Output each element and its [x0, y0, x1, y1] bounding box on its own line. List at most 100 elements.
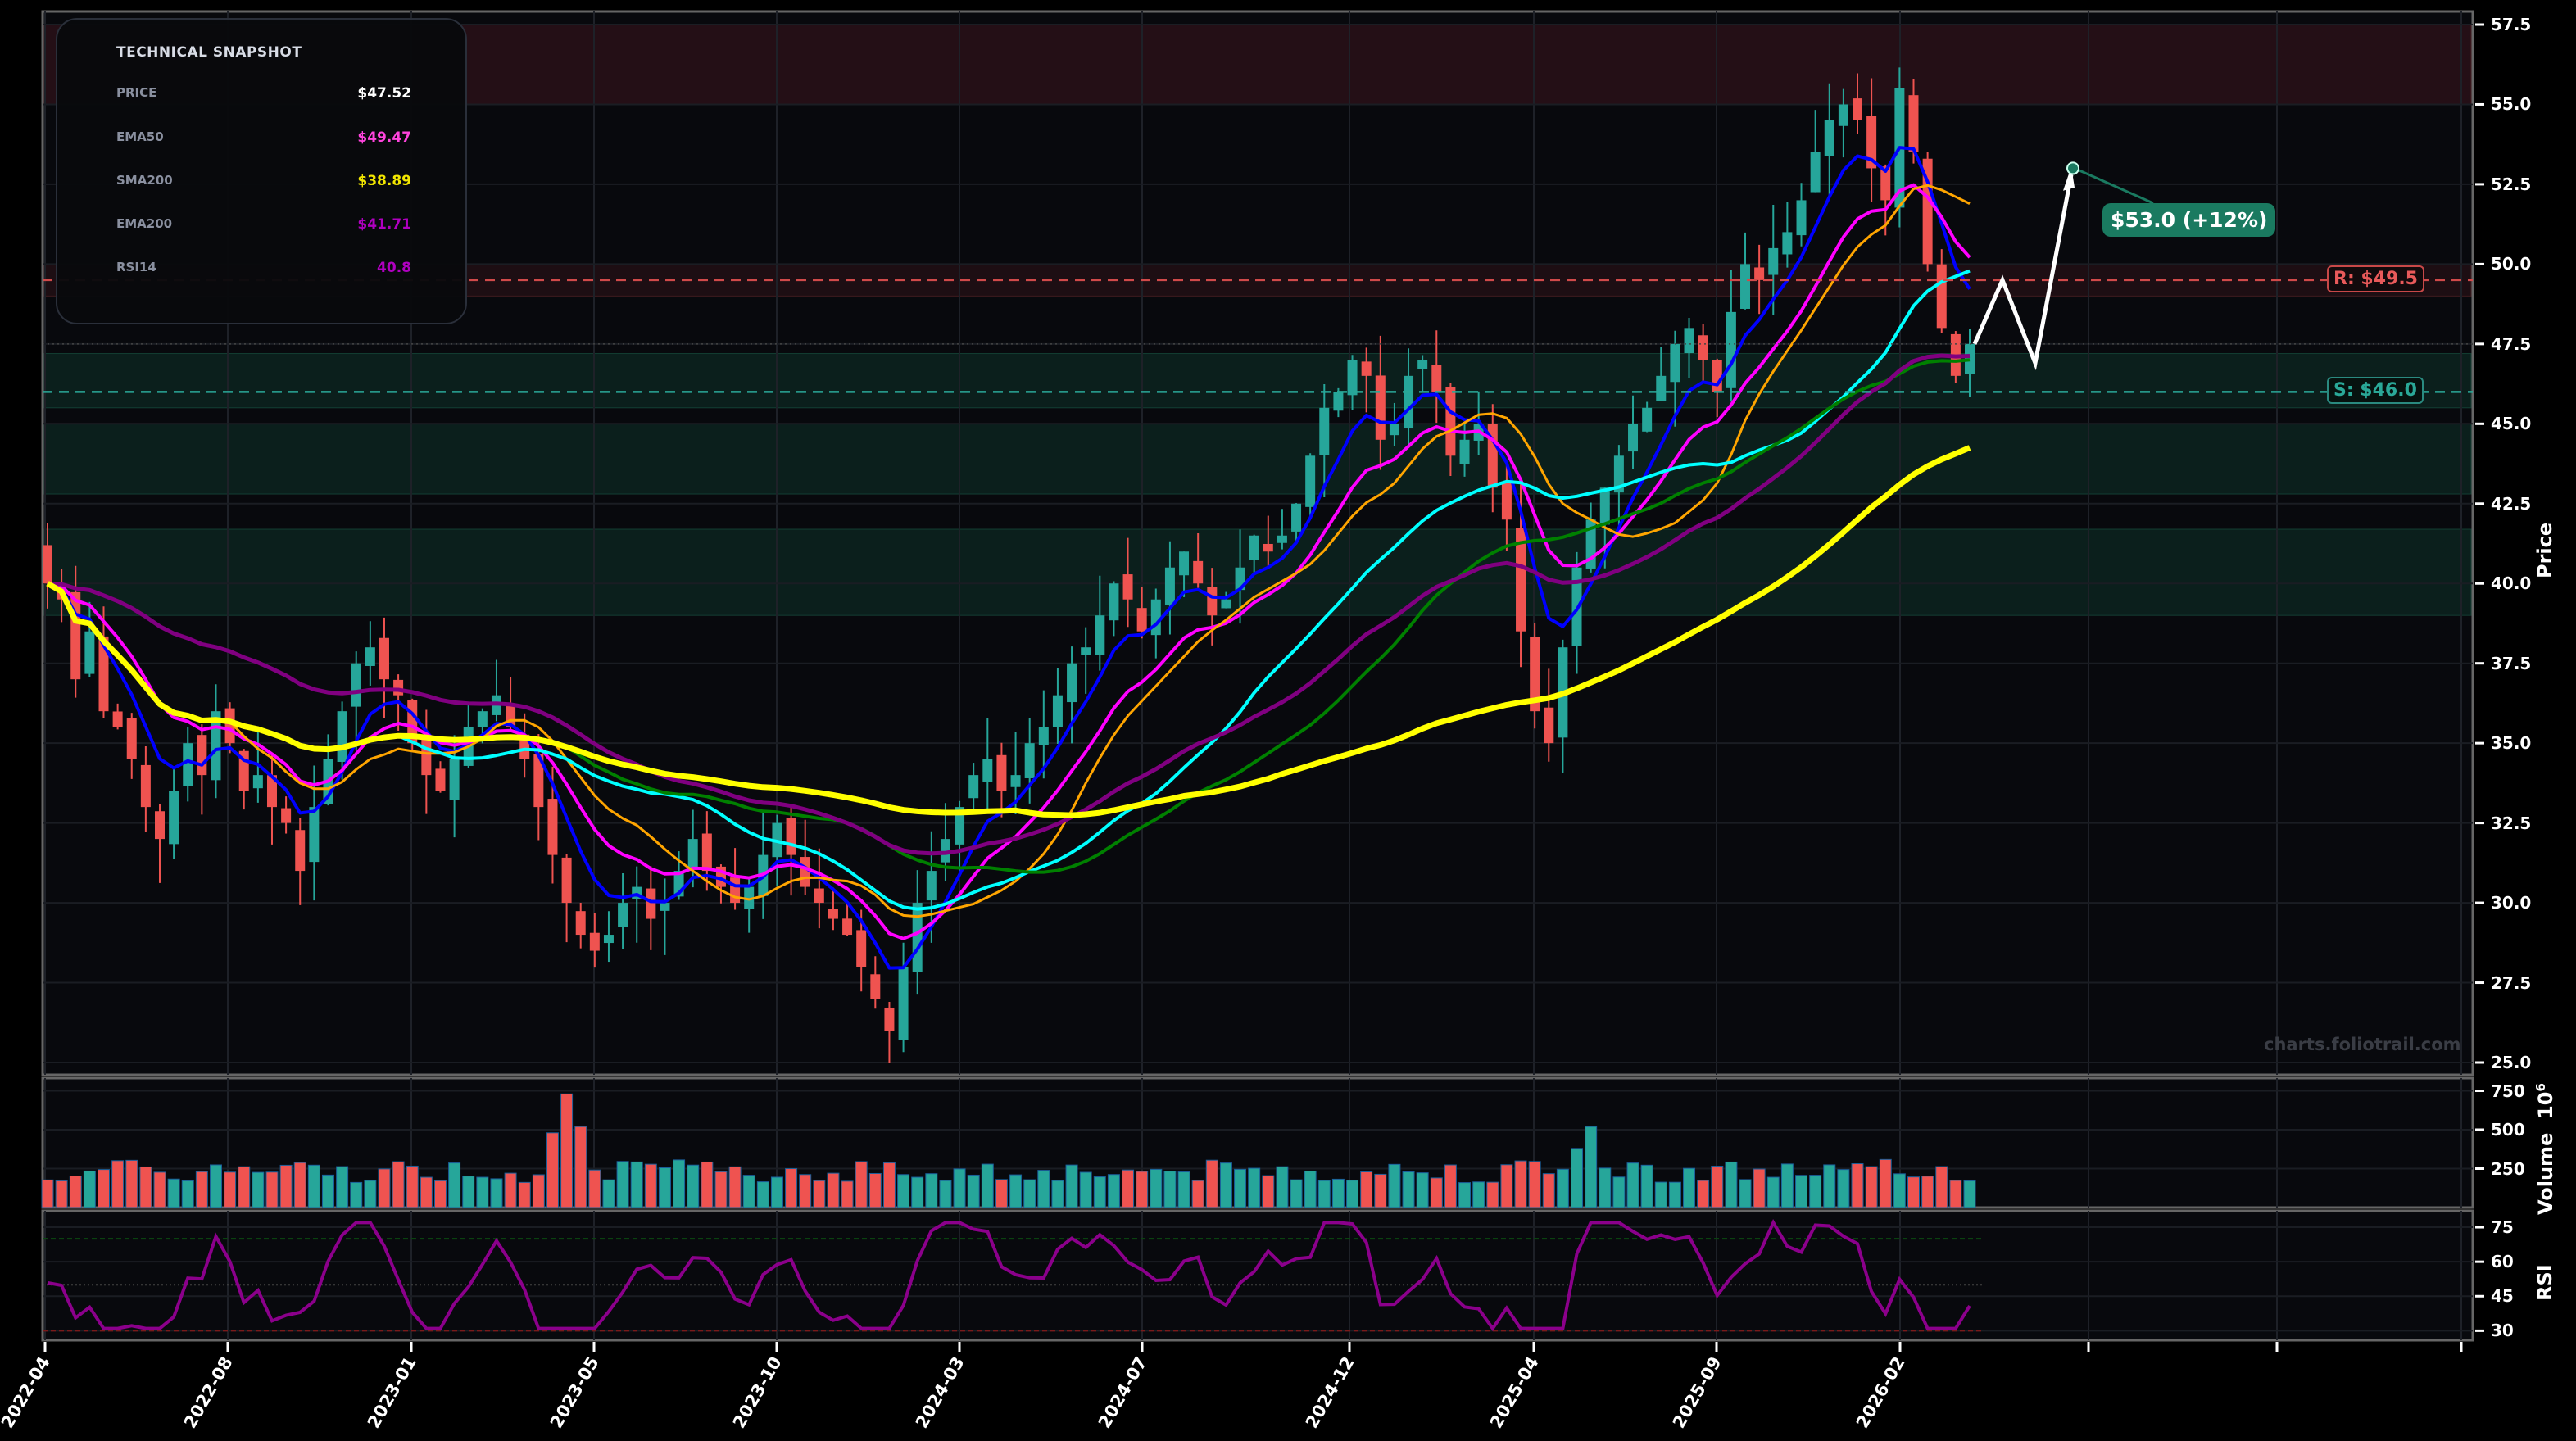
candle — [1277, 535, 1287, 543]
candle — [1544, 707, 1554, 744]
volume-bar — [195, 1171, 208, 1208]
candle — [1263, 543, 1273, 552]
volume-bar — [546, 1132, 559, 1208]
volume-bar — [433, 1180, 447, 1208]
candle — [140, 764, 151, 808]
volume-bar — [1626, 1162, 1639, 1208]
candle — [309, 807, 320, 863]
volume-bar — [1739, 1179, 1752, 1208]
candle — [1501, 482, 1512, 520]
volume-bar — [1514, 1160, 1527, 1208]
candle — [1782, 232, 1793, 255]
volume-bar — [476, 1176, 489, 1208]
volume-bar — [1907, 1176, 1921, 1208]
demand-zone — [43, 353, 2472, 409]
ema200-line — [47, 353, 1971, 856]
volume-bar — [448, 1162, 461, 1208]
volume-bar — [1500, 1164, 1513, 1208]
volume-bar — [1234, 1168, 1247, 1208]
candle — [449, 759, 460, 800]
candle — [1965, 343, 1975, 374]
technical-snapshot-panel: TECHNICAL SNAPSHOT PRICE $47.52 EMA50 $4… — [56, 18, 467, 324]
volume-bar — [588, 1169, 601, 1208]
snapshot-value: 40.8 — [377, 260, 411, 276]
volume-bar — [981, 1163, 994, 1208]
candle — [1853, 98, 1863, 120]
candle — [1221, 599, 1231, 609]
volume-bar — [167, 1178, 180, 1208]
volume-bar — [1163, 1171, 1177, 1208]
candle — [1838, 104, 1848, 126]
candle — [477, 711, 488, 727]
candle — [365, 647, 375, 666]
candle — [1880, 166, 1891, 201]
candle — [183, 743, 193, 786]
candle — [687, 839, 698, 870]
volume-bar — [490, 1178, 503, 1208]
candle — [618, 903, 628, 927]
volume-bar — [673, 1159, 686, 1208]
candle — [1361, 361, 1372, 376]
y-tick-label: 45.0 — [2491, 414, 2532, 434]
volume-exponent-power: 6 — [2533, 1083, 2548, 1092]
candle — [603, 935, 614, 944]
volume-bar — [252, 1171, 265, 1208]
snapshot-row-ema50: EMA50 $49.47 — [116, 129, 411, 149]
volume-bar — [1654, 1181, 1667, 1208]
volume-bar — [1346, 1180, 1359, 1208]
volume-bar — [841, 1180, 854, 1208]
candle — [351, 663, 361, 707]
volume-bar — [953, 1168, 966, 1208]
volume-bar — [1290, 1179, 1303, 1208]
y-tick-label: 75 — [2491, 1217, 2514, 1238]
candle — [842, 918, 853, 936]
volume-bar — [406, 1165, 419, 1208]
y-tick-label: 57.5 — [2491, 15, 2532, 34]
volume-bar — [882, 1162, 896, 1208]
y-tick-label: 42.5 — [2491, 493, 2532, 514]
volume-bar — [1136, 1171, 1149, 1208]
candle — [1136, 608, 1147, 632]
volume-bar — [153, 1171, 166, 1208]
candle — [1810, 152, 1821, 193]
y-tick-label: 45 — [2491, 1286, 2514, 1307]
volume-bar — [701, 1161, 714, 1208]
candle — [1291, 503, 1302, 532]
candle — [1796, 200, 1807, 236]
volume-bar — [55, 1180, 68, 1208]
candle — [1038, 727, 1049, 745]
candle — [1516, 528, 1526, 632]
volume-bar — [1248, 1167, 1261, 1208]
volume-bar — [69, 1175, 82, 1208]
volume-bar — [1191, 1180, 1204, 1208]
volume-bar — [756, 1181, 769, 1208]
snapshot-value: $47.52 — [357, 85, 411, 102]
volume-bar — [1177, 1171, 1190, 1208]
volume-bar — [1753, 1168, 1766, 1208]
y-tick-label: 37.5 — [2491, 653, 2532, 673]
volume-bar — [939, 1180, 952, 1208]
volume-bar — [1556, 1168, 1569, 1208]
candle — [646, 888, 656, 919]
volume-bar — [897, 1174, 910, 1208]
volume-bar — [1837, 1169, 1850, 1208]
volume-bar — [1879, 1158, 1892, 1208]
candle — [575, 911, 586, 936]
volume-bar — [574, 1126, 587, 1208]
candle — [1908, 95, 1919, 152]
candle — [98, 636, 109, 712]
volume-bar — [139, 1166, 152, 1208]
y-tick-label: 60 — [2491, 1252, 2514, 1272]
candle — [1179, 551, 1190, 576]
candle — [1150, 599, 1161, 636]
y-tick-label: 30 — [2491, 1321, 2514, 1341]
volume-bar — [995, 1179, 1008, 1208]
volume-bar — [1963, 1180, 1976, 1208]
candle — [295, 830, 306, 872]
candle — [926, 871, 937, 901]
candle — [169, 791, 179, 845]
target-leader-line — [2074, 167, 2154, 205]
candle — [1599, 487, 1610, 525]
volume-bar — [532, 1174, 545, 1208]
candle — [1459, 439, 1470, 464]
